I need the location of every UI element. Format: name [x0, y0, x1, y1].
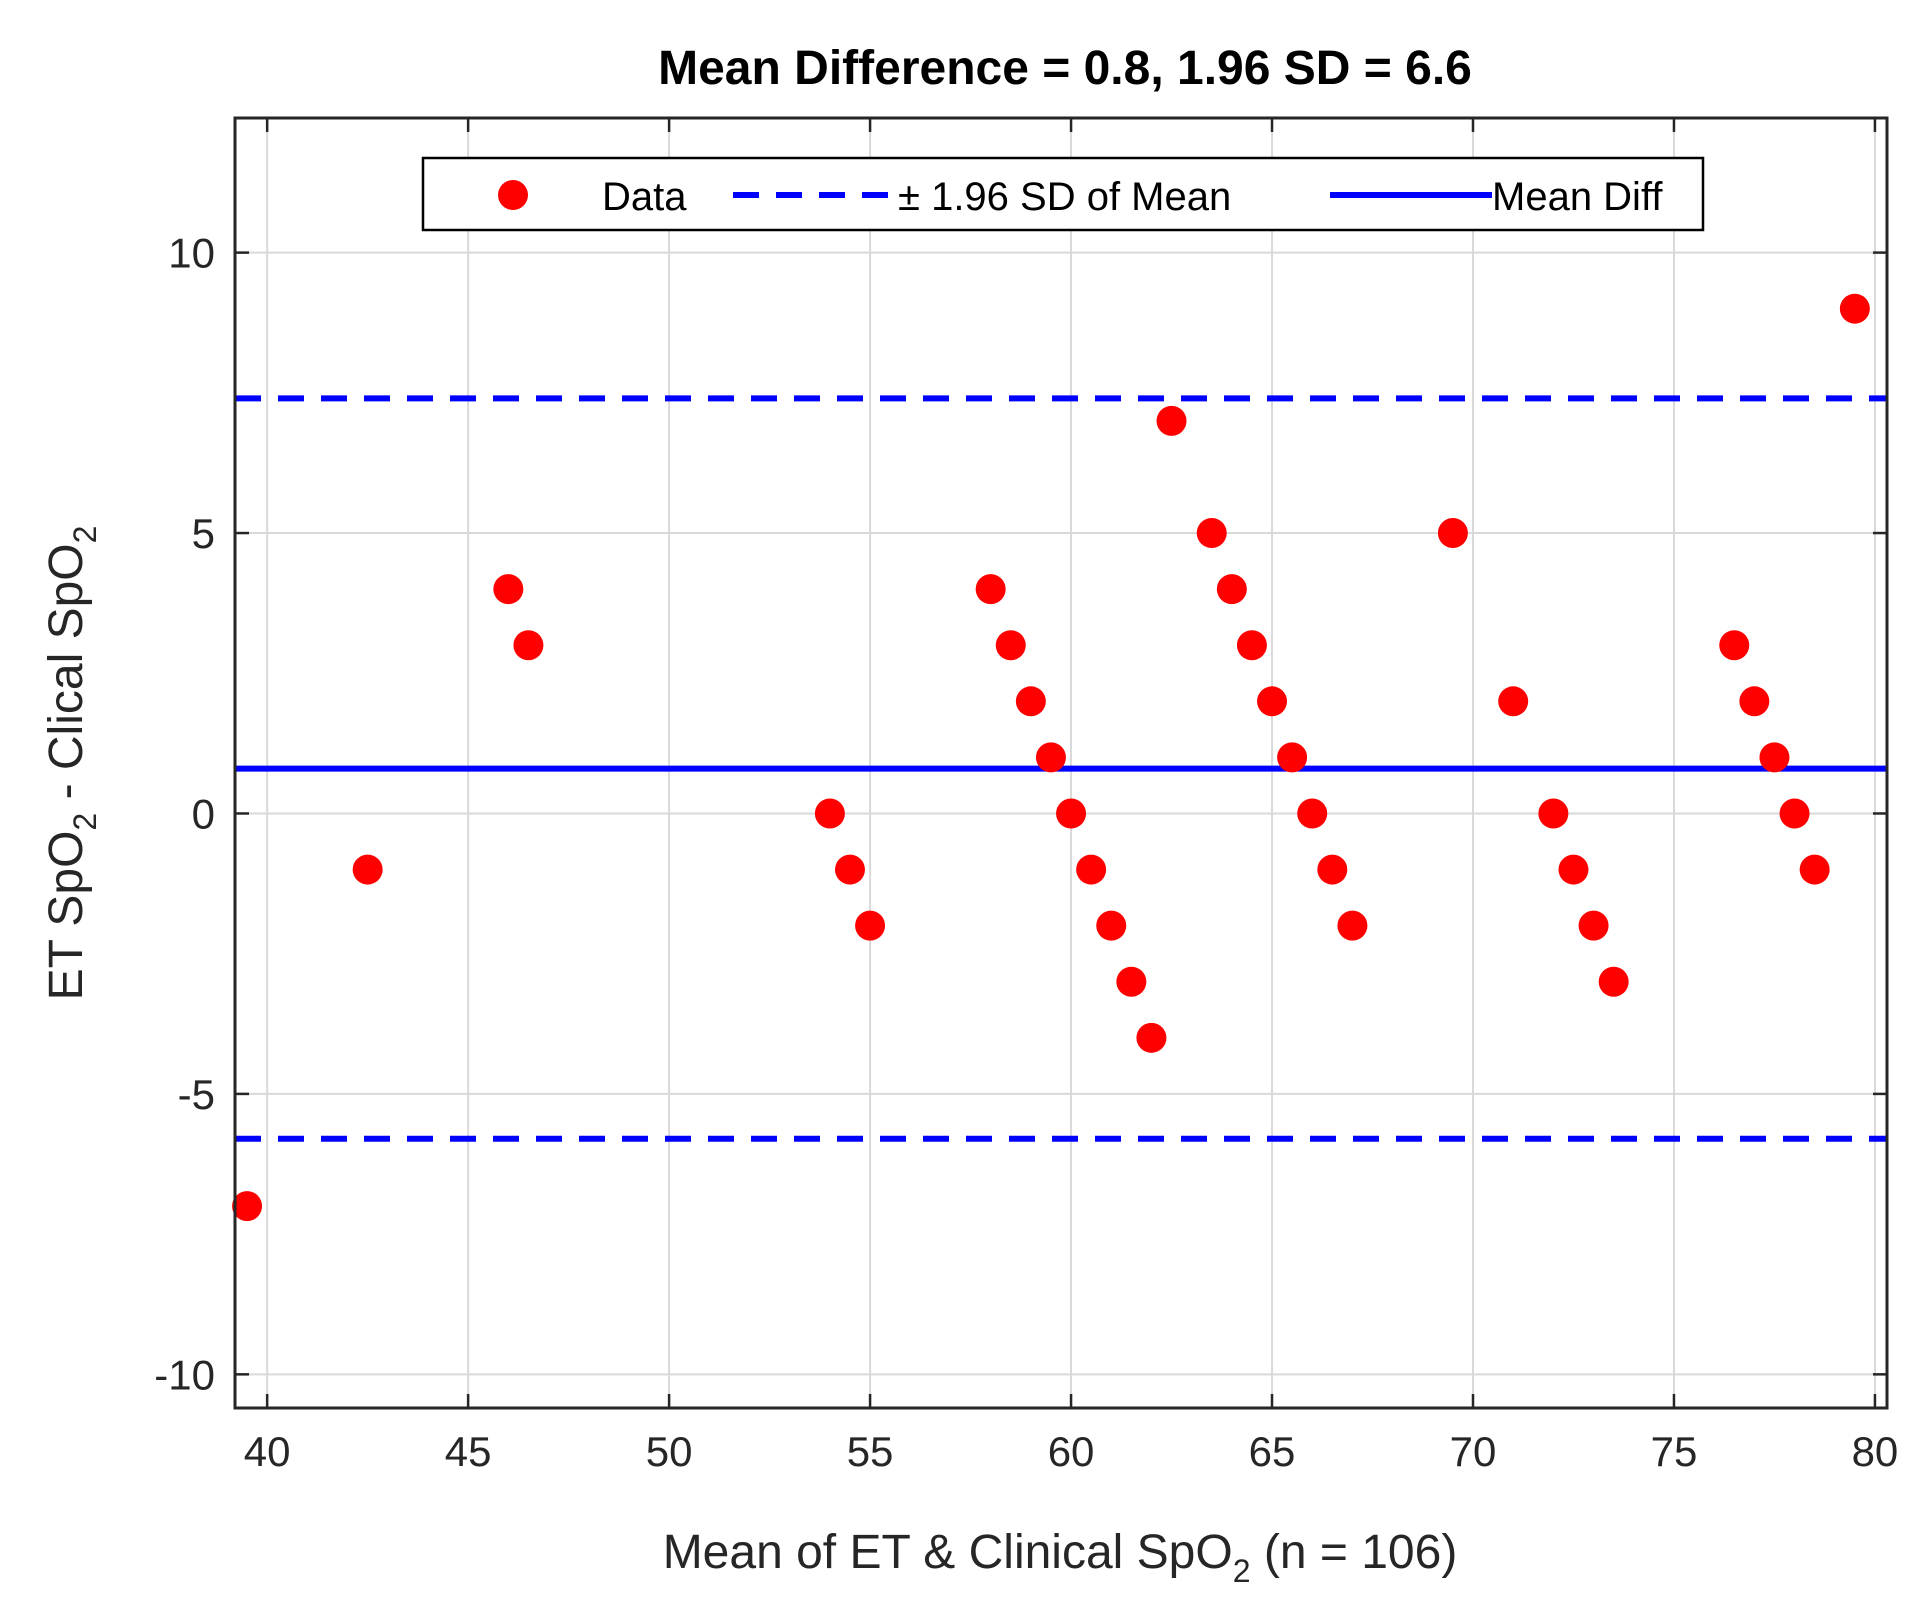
legend: Data ± 1.96 SD of Mean Mean Diff [421, 156, 1705, 232]
data-point [1317, 854, 1348, 885]
legend-mean-label: Mean Diff [1492, 175, 1663, 219]
y-tick-label: -5 [178, 1071, 215, 1118]
x-tick-label: 55 [847, 1428, 894, 1475]
y-tick-label: 10 [168, 230, 215, 277]
y-tick-label: 5 [192, 510, 215, 557]
data-point [1136, 1022, 1167, 1053]
data-point [1799, 854, 1830, 885]
x-tick-label: 65 [1249, 1428, 1296, 1475]
data-point [1156, 405, 1187, 436]
x-tick-label: 40 [244, 1428, 291, 1475]
data-point [1035, 742, 1066, 773]
x-tick-label: 45 [445, 1428, 492, 1475]
axes-box [233, 116, 1889, 1410]
data-point [1015, 686, 1046, 717]
data-point [1538, 798, 1569, 829]
data-point [1236, 630, 1267, 661]
data-point [232, 1191, 263, 1222]
y-axis-label: ET SpO2 - Clical SpO2 [40, 526, 103, 1001]
data-point [1056, 798, 1087, 829]
data-point [1839, 293, 1870, 324]
data-point [1498, 686, 1529, 717]
x-axis-label: Mean of ET & Clinical SpO2 (n = 106) [663, 1526, 1458, 1589]
data-point [834, 854, 865, 885]
data-point [1337, 910, 1368, 941]
data-point [1196, 518, 1227, 549]
data-point [1297, 798, 1328, 829]
data-point [855, 910, 886, 941]
data-point [1578, 910, 1609, 941]
data-point [493, 574, 524, 605]
data-point [1719, 630, 1750, 661]
data-point [995, 630, 1026, 661]
data-point [1759, 742, 1790, 773]
y-tick-label: 0 [192, 790, 215, 837]
x-tick-label: 75 [1651, 1428, 1698, 1475]
data-point [1739, 686, 1770, 717]
data-point [814, 798, 845, 829]
x-tick-label: 60 [1048, 1428, 1095, 1475]
y-tick-label: -10 [154, 1351, 215, 1398]
data-point [1779, 798, 1810, 829]
legend-data-label: Data [602, 175, 687, 219]
data-point [513, 630, 544, 661]
data-point [1076, 854, 1107, 885]
data-points [232, 293, 1870, 1222]
x-tick-label: 70 [1450, 1428, 1497, 1475]
data-point [1558, 854, 1589, 885]
axis-ticks: 40 45 50 55 60 65 70 75 80 -10 -5 0 5 10 [154, 118, 1898, 1475]
data-point [1257, 686, 1288, 717]
data-point [1116, 966, 1147, 997]
legend-data-marker [498, 180, 528, 210]
data-point [1437, 518, 1468, 549]
x-tick-label: 80 [1852, 1428, 1899, 1475]
data-point [1598, 966, 1629, 997]
data-point [352, 854, 383, 885]
x-tick-label: 50 [646, 1428, 693, 1475]
chart-title: Mean Difference = 0.8, 1.96 SD = 6.6 [658, 42, 1472, 95]
data-point [975, 574, 1006, 605]
data-point [1096, 910, 1127, 941]
legend-sd-label: ± 1.96 SD of Mean [898, 175, 1231, 219]
data-point [1216, 574, 1247, 605]
reference-lines [235, 395, 1887, 1142]
data-point [1277, 742, 1308, 773]
